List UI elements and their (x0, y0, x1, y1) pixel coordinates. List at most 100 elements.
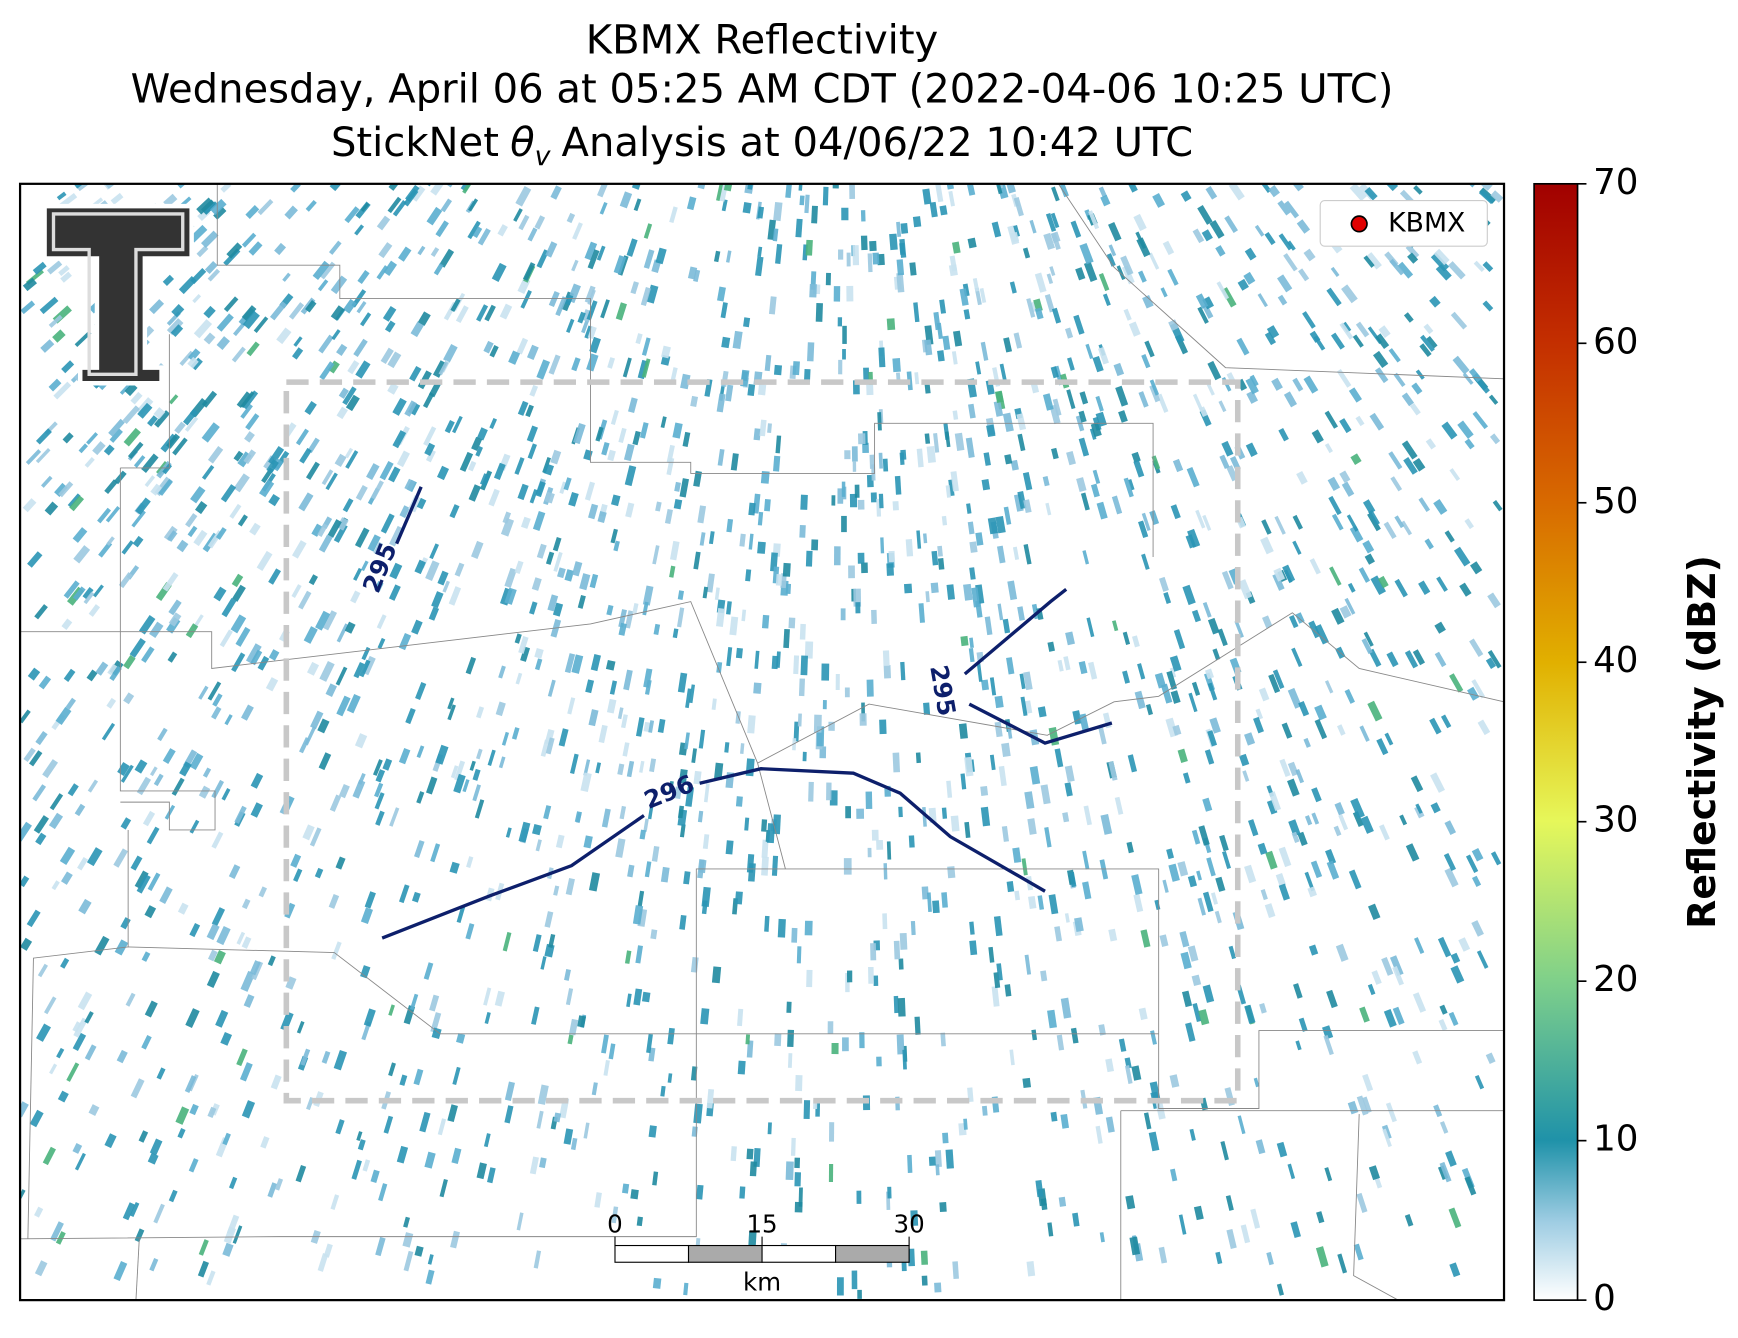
radar-return (989, 754, 996, 771)
radar-return (677, 590, 685, 600)
radar-return (488, 488, 500, 507)
radar-return (669, 540, 680, 561)
radar-return (1022, 471, 1033, 491)
radar-return (980, 806, 991, 827)
radar-return (188, 1158, 199, 1173)
radar-return (1170, 690, 1181, 704)
scale-tick-label: 15 (746, 1209, 777, 1238)
radar-return (285, 976, 297, 990)
radar-return (713, 762, 724, 781)
radar-return (947, 866, 956, 879)
radar-return (773, 455, 781, 472)
radar-return (487, 749, 496, 766)
radar-return (744, 817, 750, 831)
radar-return (303, 626, 318, 644)
radar-return (1471, 848, 1484, 862)
radar-return (455, 305, 469, 324)
radar-return (1070, 1027, 1079, 1044)
radar-return (462, 183, 476, 194)
radar-return (499, 303, 513, 320)
radar-return (1006, 657, 1015, 675)
radar-return (1050, 366, 1059, 379)
radar-return (124, 382, 138, 397)
radar-return (624, 465, 637, 487)
radar-return (586, 353, 599, 372)
radar-return (354, 733, 368, 749)
radar-return (451, 1147, 462, 1165)
radar-return (1352, 811, 1364, 828)
radar-return (627, 864, 635, 878)
radar-return (1268, 673, 1281, 694)
radar-return (583, 835, 593, 849)
radar-return (298, 492, 314, 512)
radar-return (526, 344, 539, 360)
radar-return (950, 815, 960, 832)
radar-return (1447, 261, 1466, 280)
radar-return (1088, 661, 1098, 680)
radar-return (468, 484, 481, 502)
radar-return (495, 701, 506, 717)
radar-return (219, 629, 233, 648)
radar-return (196, 197, 214, 215)
radar-return (697, 505, 707, 524)
radar-return (437, 570, 449, 586)
radar-return (1140, 929, 1151, 948)
legend-marker (1350, 215, 1368, 233)
radar-return (42, 759, 59, 779)
radar-return (1218, 400, 1227, 413)
radar-return (84, 1044, 97, 1061)
radar-return (1331, 513, 1344, 531)
radar-return (793, 721, 800, 742)
radar-return (898, 806, 903, 818)
radar-return (867, 847, 872, 858)
radar-return (1047, 641, 1055, 652)
radar-return (430, 843, 441, 863)
radar-return (799, 623, 806, 640)
radar-return (356, 1131, 363, 1141)
radar-return (564, 969, 571, 981)
radar-return (414, 840, 425, 858)
radar-return (1385, 1102, 1397, 1123)
radar-return (504, 1105, 514, 1124)
radar-return (1076, 477, 1087, 492)
radar-return (1066, 389, 1076, 410)
radar-return (430, 1012, 442, 1033)
radar-return (1464, 438, 1475, 450)
radar-return (113, 1261, 128, 1282)
radar-return (479, 473, 491, 487)
radar-return (305, 199, 317, 212)
radar-return (387, 382, 399, 395)
radar-return (514, 560, 524, 575)
radar-return (601, 442, 610, 456)
radar-return (417, 245, 426, 256)
radar-return (825, 272, 831, 286)
radar-return (1082, 850, 1090, 870)
radar-return (941, 892, 948, 908)
radar-return (639, 422, 649, 439)
radar-return (1487, 592, 1501, 609)
radar-return (1148, 252, 1160, 270)
radar-return (545, 737, 555, 755)
radar-return (952, 241, 961, 254)
radar-return (1205, 186, 1218, 200)
radar-return (1271, 377, 1283, 391)
radar-return (646, 1033, 653, 1054)
radar-return (69, 495, 85, 512)
radar-return (379, 460, 394, 481)
radar-return (36, 1023, 51, 1042)
radar-return (545, 551, 555, 565)
radar-return (865, 791, 873, 809)
radar-return (1228, 945, 1237, 960)
radar-return (905, 539, 914, 557)
radar-return (673, 498, 683, 510)
radar-return (471, 436, 483, 452)
radar-return (1253, 716, 1264, 734)
radar-return (431, 1027, 442, 1040)
radar-return (876, 839, 884, 850)
radar-return (924, 433, 931, 444)
radar-return (1350, 453, 1362, 465)
radar-return (749, 1161, 757, 1177)
radar-return (1019, 673, 1026, 690)
radar-return (288, 302, 305, 320)
radar-return (1173, 629, 1186, 650)
